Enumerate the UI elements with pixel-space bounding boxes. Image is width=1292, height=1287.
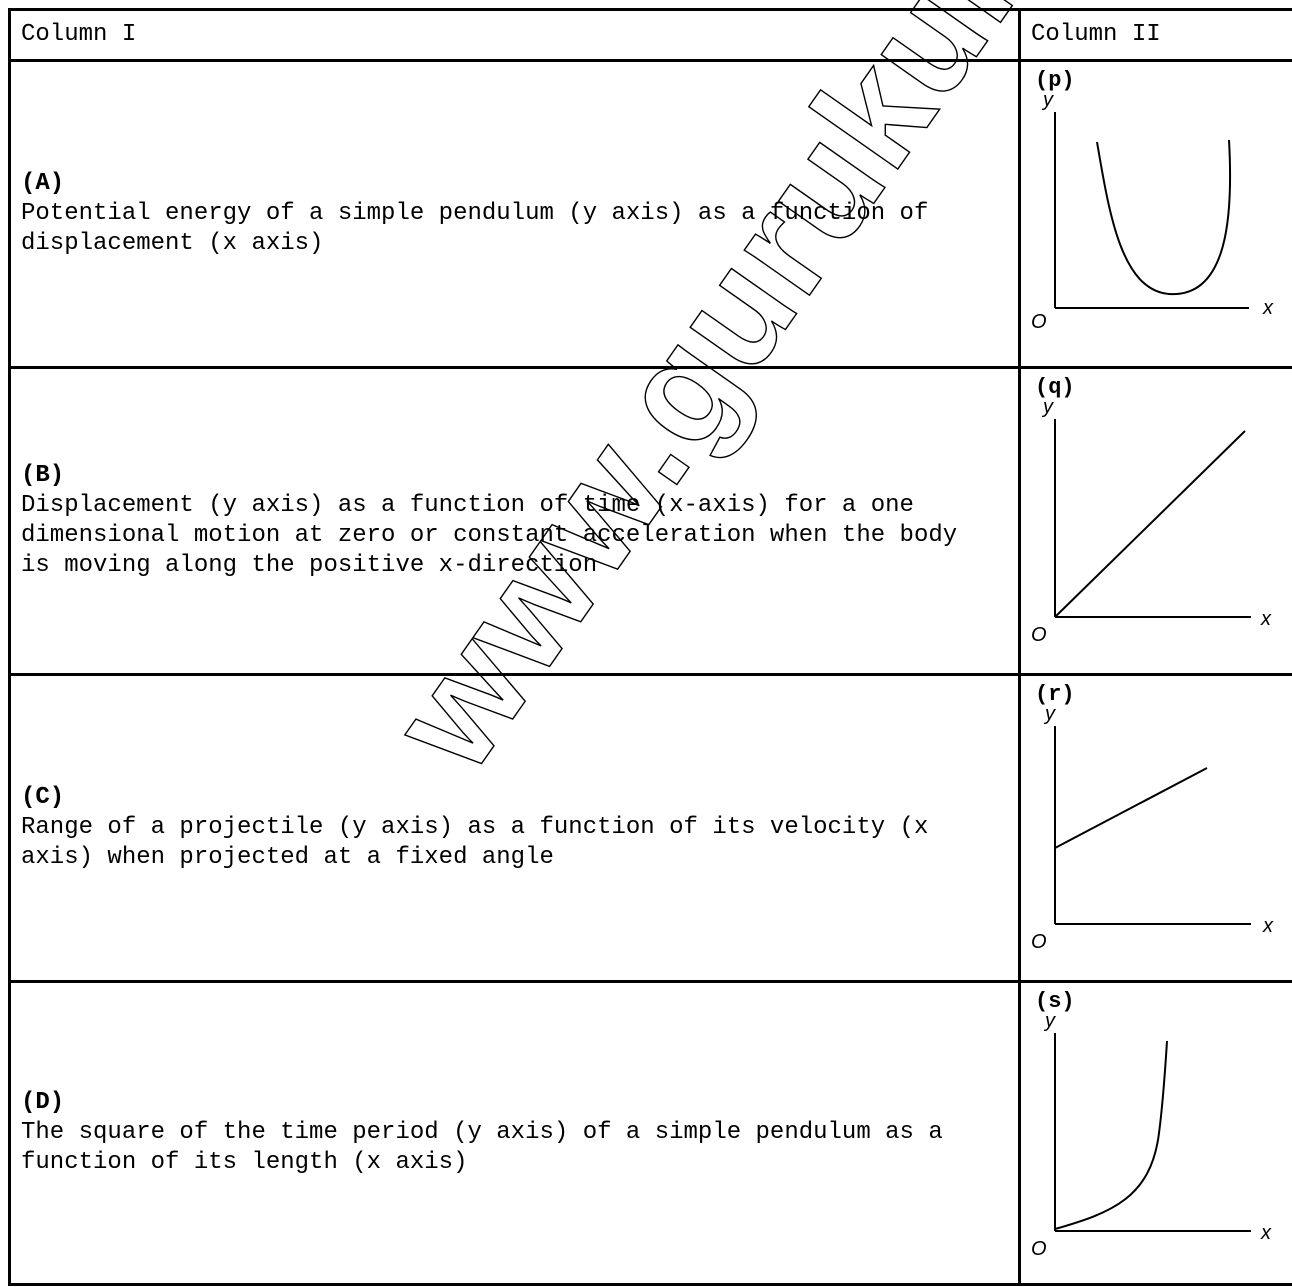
x-axis-label: x: [1262, 297, 1274, 319]
origin-label: O: [1031, 311, 1047, 333]
graph-s: y x O: [1021, 983, 1292, 1287]
graph-p: y x O: [1021, 62, 1292, 366]
y-axis-label: y: [1043, 1010, 1056, 1032]
line-through-origin: [1055, 431, 1245, 617]
column-i-header: Column I: [10, 10, 1020, 61]
x-axis-label: x: [1262, 915, 1274, 937]
matching-table: Column I Column II (A) Potential energy …: [8, 8, 1292, 1286]
column-ii-header: Column II: [1020, 10, 1292, 61]
y-axis-label: y: [1043, 703, 1056, 725]
column-i-cell: (B) Displacement (y axis) as a function …: [10, 368, 1020, 675]
graph-q: y x O: [1021, 369, 1292, 673]
x-axis-label: x: [1260, 608, 1272, 630]
origin-label: O: [1031, 931, 1047, 953]
item-tag: (D): [21, 1088, 1018, 1118]
item-tag: (A): [21, 169, 1018, 199]
table-row: (C) Range of a projectile (y axis) as a …: [10, 675, 1292, 982]
graph-cell-q: (q) y x O: [1020, 368, 1292, 675]
graph-cell-r: (r) y x O: [1020, 675, 1292, 982]
graph-cell-p: (p) y x O: [1020, 61, 1292, 368]
origin-label: O: [1031, 1238, 1047, 1260]
x-axis-label: x: [1260, 1222, 1272, 1244]
u-shaped-curve: [1097, 140, 1230, 294]
graph-cell-s: (s) y x O: [1020, 982, 1292, 1285]
column-i-cell: (A) Potential energy of a simple pendulu…: [10, 61, 1020, 368]
item-description: Displacement (y axis) as a function of t…: [21, 491, 1018, 581]
header-row: Column I Column II: [10, 10, 1292, 61]
item-tag: (B): [21, 461, 1018, 491]
line-with-intercept: [1055, 768, 1207, 848]
table-row: (B) Displacement (y axis) as a function …: [10, 368, 1292, 675]
item-description: The square of the time period (y axis) o…: [21, 1118, 1018, 1178]
origin-label: O: [1031, 624, 1047, 646]
table-row: (D) The square of the time period (y axi…: [10, 982, 1292, 1285]
table-row: (A) Potential energy of a simple pendulu…: [10, 61, 1292, 368]
rising-curve: [1055, 1041, 1167, 1229]
graph-r: y x O: [1021, 676, 1292, 980]
item-tag: (C): [21, 783, 1018, 813]
y-axis-label: y: [1041, 396, 1054, 418]
column-i-cell: (D) The square of the time period (y axi…: [10, 982, 1020, 1285]
item-description: Range of a projectile (y axis) as a func…: [21, 813, 1018, 873]
item-description: Potential energy of a simple pendulum (y…: [21, 199, 1018, 259]
y-axis-label: y: [1041, 89, 1054, 111]
column-i-cell: (C) Range of a projectile (y axis) as a …: [10, 675, 1020, 982]
